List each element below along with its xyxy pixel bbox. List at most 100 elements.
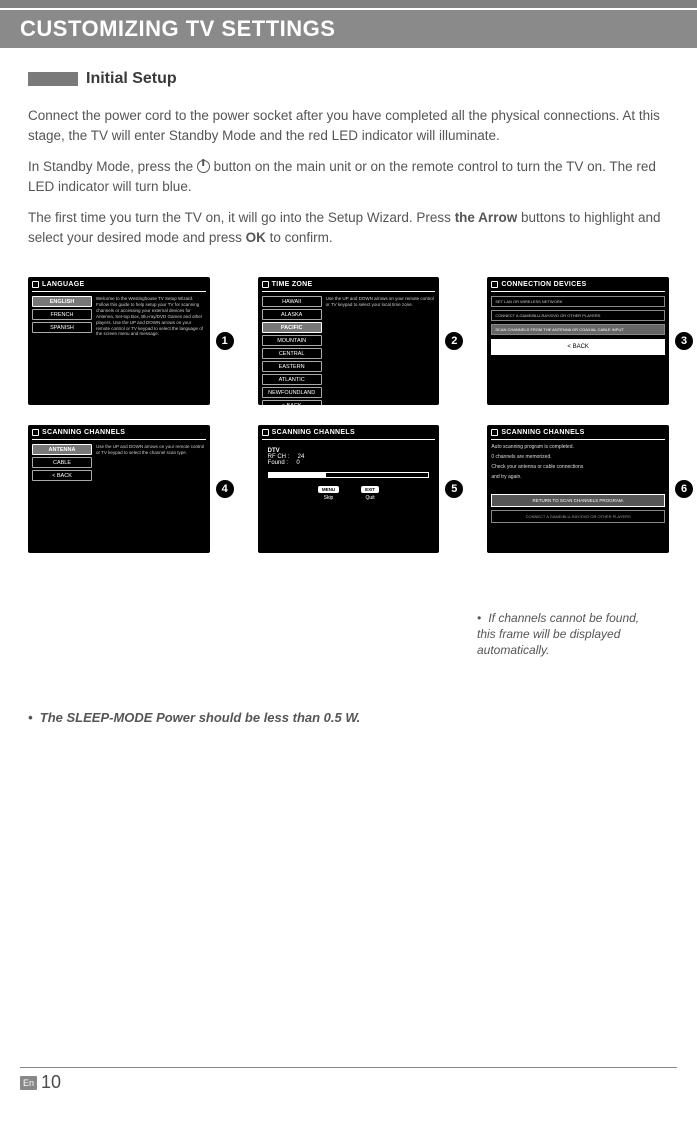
quit-label: Quit [361, 495, 379, 501]
conn-row-0: SET LAN OR WIRELESS NETWORK [491, 296, 665, 307]
connect-button: CONNECT A GAME/BLU-RAY/DVD OR OTHER PLAY… [491, 510, 665, 523]
screen-scan-progress: SCANNING CHANNELS DTV RF CH : 24 Found :… [258, 425, 440, 553]
title-icon [491, 429, 498, 436]
option-english: ENGLISH [32, 296, 92, 307]
opt-back: < BACK [32, 470, 92, 481]
footnote-text: If channels cannot be found, this frame … [477, 611, 639, 657]
screen-desc: Welcome to the Westinghouse TV Setup Wiz… [96, 296, 206, 337]
skip-label: Skip [318, 495, 339, 501]
line-3: and try again. [491, 474, 665, 480]
step-badge-5: 5 [445, 480, 463, 498]
screen-language: LANGUAGE ENGLISH FRENCH SPANISH Welcome … [28, 277, 210, 405]
screen-scan-select: SCANNING CHANNELS ANTENNA CABLE < BACK U… [28, 425, 210, 553]
opt-pacific: PACIFIC [262, 322, 322, 333]
menu-col: MENU Skip [318, 486, 339, 501]
screen-timezone: TIME ZONE HAWAII ALASKA PACIFIC MOUNTAIN… [258, 277, 440, 405]
section-accent-block [28, 72, 78, 86]
conn-back: < BACK [491, 339, 665, 355]
lang-tag: En [20, 1076, 37, 1090]
title-icon [32, 429, 39, 436]
screen-title-row: TIME ZONE [262, 281, 436, 292]
screen-title: SCANNING CHANNELS [272, 429, 355, 436]
paragraph-1: Connect the power cord to the power sock… [28, 106, 669, 145]
screen-title-row: LANGUAGE [32, 281, 206, 292]
page-title: CUSTOMIZING TV SETTINGS [20, 16, 335, 41]
p3-c: to confirm. [266, 230, 333, 245]
option-list: ENGLISH FRENCH SPANISH [32, 296, 92, 337]
cell-1: LANGUAGE ENGLISH FRENCH SPANISH Welcome … [28, 277, 210, 405]
bullet-icon: • [477, 610, 485, 626]
opt-back: < BACK [262, 400, 322, 405]
page-number: 10 [41, 1072, 61, 1093]
option-french: FRENCH [32, 309, 92, 320]
screen-title: SCANNING CHANNELS [501, 429, 584, 436]
opt-cable: CABLE [32, 457, 92, 468]
cell-2: TIME ZONE HAWAII ALASKA PACIFIC MOUNTAIN… [258, 277, 440, 405]
exit-button: EXIT [361, 486, 379, 493]
step-badge-6: 6 [675, 480, 693, 498]
line-0: Auto scanning program is completed. [491, 444, 665, 450]
line-2: Check your antenna or cable connections [491, 464, 665, 470]
p3-a: The first time you turn the TV on, it wi… [28, 210, 455, 225]
opt-newfoundland: NEWFOUNDLAND [262, 387, 322, 398]
screen-desc: Use the UP and DOWN arrows on your remot… [96, 444, 206, 481]
screen-title-row: SCANNING CHANNELS [491, 429, 665, 440]
menu-button: MENU [318, 486, 339, 493]
title-icon [262, 429, 269, 436]
found-label: Found : [268, 460, 288, 466]
screenshot-grid: LANGUAGE ENGLISH FRENCH SPANISH Welcome … [28, 277, 669, 553]
opt-alaska: ALASKA [262, 309, 322, 320]
button-row: MENU Skip EXIT Quit [268, 486, 430, 501]
title-icon [262, 281, 269, 288]
opt-antenna: ANTENNA [32, 444, 92, 455]
step-badge-2: 2 [445, 332, 463, 350]
found-row: Found : 0 [268, 460, 430, 466]
screen-title-row: SCANNING CHANNELS [262, 429, 436, 440]
opt-eastern: EASTERN [262, 361, 322, 372]
option-list: ANTENNA CABLE < BACK [32, 444, 92, 481]
line-1: 0 channels are memorized. [491, 454, 665, 460]
screen-scan-complete: SCANNING CHANNELS Auto scanning program … [487, 425, 669, 553]
opt-atlantic: ATLANTIC [262, 374, 322, 385]
paragraph-2: In Standby Mode, press the button on the… [28, 157, 669, 196]
option-spanish: SPANISH [32, 322, 92, 333]
progress-fill [269, 473, 326, 477]
cell-5: SCANNING CHANNELS DTV RF CH : 24 Found :… [258, 425, 440, 553]
cell-4: SCANNING CHANNELS ANTENNA CABLE < BACK U… [28, 425, 210, 553]
step-badge-3: 3 [675, 332, 693, 350]
footnote: • If channels cannot be found, this fram… [477, 610, 657, 659]
option-list: HAWAII ALASKA PACIFIC MOUNTAIN CENTRAL E… [262, 296, 322, 405]
page-title-bar: CUSTOMIZING TV SETTINGS [0, 10, 697, 48]
page-footer: En 10 [20, 1067, 677, 1093]
top-strip [0, 0, 697, 8]
paragraph-3: The first time you turn the TV on, it wi… [28, 208, 669, 247]
cell-3: CONNECTION DEVICES SET LAN OR WIRELESS N… [487, 277, 669, 405]
screen-title-row: SCANNING CHANNELS [32, 429, 206, 440]
progress-track [268, 472, 430, 478]
screen-title: CONNECTION DEVICES [501, 281, 586, 288]
p3-bold-ok: OK [246, 230, 266, 245]
opt-mountain: MOUNTAIN [262, 335, 322, 346]
screen-desc: Use the UP and DOWN arrows on your remot… [326, 296, 436, 405]
sleep-note: • The SLEEP-MODE Power should be less th… [28, 710, 360, 725]
return-button: RETURN TO SCAN CHANNELS PROGRAM. [491, 494, 665, 507]
title-icon [32, 281, 39, 288]
p3-bold-arrow: the Arrow [455, 210, 518, 225]
opt-central: CENTRAL [262, 348, 322, 359]
exit-col: EXIT Quit [361, 486, 379, 501]
conn-row-2: SCAN CHANNELS FROM THE ANTENNA OR COAXIA… [491, 324, 665, 335]
cell-6: SCANNING CHANNELS Auto scanning program … [487, 425, 669, 553]
p2-part-a: In Standby Mode, press the [28, 159, 197, 174]
section-header: Initial Setup [28, 70, 669, 88]
content-area: Initial Setup Connect the power cord to … [0, 48, 697, 553]
title-icon [491, 281, 498, 288]
screen-title: TIME ZONE [272, 281, 313, 288]
sleep-note-text: The SLEEP-MODE Power should be less than… [40, 710, 360, 725]
opt-hawaii: HAWAII [262, 296, 322, 307]
step-badge-4: 4 [216, 480, 234, 498]
power-icon [197, 160, 210, 173]
screen-title: LANGUAGE [42, 281, 84, 288]
found-value: 0 [296, 460, 299, 466]
step-badge-1: 1 [216, 332, 234, 350]
screen-title-row: CONNECTION DEVICES [491, 281, 665, 292]
